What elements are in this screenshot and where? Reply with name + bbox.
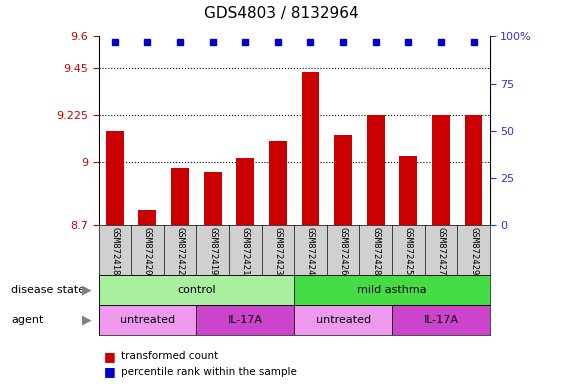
Text: untreated: untreated (315, 315, 370, 325)
Text: ■: ■ (104, 365, 116, 378)
Text: ▶: ▶ (82, 314, 92, 327)
Bar (138, 210, 157, 225)
Text: GSM872423: GSM872423 (274, 227, 283, 275)
Bar (99, 305, 196, 335)
Bar (99, 275, 294, 305)
Text: mild asthma: mild asthma (357, 285, 427, 295)
Text: GSM872418: GSM872418 (110, 227, 119, 275)
Bar (236, 158, 254, 225)
Bar (294, 275, 490, 305)
Text: GSM872426: GSM872426 (338, 227, 347, 275)
Text: GSM872429: GSM872429 (469, 227, 478, 275)
Text: GDS4803 / 8132964: GDS4803 / 8132964 (204, 6, 359, 21)
Text: untreated: untreated (120, 315, 175, 325)
Bar (204, 172, 222, 225)
Bar (294, 305, 392, 335)
Text: IL-17A: IL-17A (228, 315, 263, 325)
Text: GSM872422: GSM872422 (176, 227, 185, 275)
Text: GSM872428: GSM872428 (371, 227, 380, 275)
Bar (106, 131, 124, 225)
Bar (171, 168, 189, 225)
Bar (302, 72, 319, 225)
Text: GSM872419: GSM872419 (208, 227, 217, 275)
Text: agent: agent (11, 315, 44, 325)
Text: GSM872420: GSM872420 (143, 227, 152, 275)
Text: GSM872421: GSM872421 (241, 227, 250, 275)
Text: GSM872427: GSM872427 (436, 227, 445, 275)
Bar (367, 115, 385, 225)
Text: disease state: disease state (11, 285, 86, 295)
Bar (196, 305, 294, 335)
Text: transformed count: transformed count (121, 351, 218, 361)
Text: control: control (177, 285, 216, 295)
Bar (432, 115, 450, 225)
Bar (464, 115, 482, 225)
Bar (399, 156, 417, 225)
Text: percentile rank within the sample: percentile rank within the sample (121, 367, 297, 377)
Bar (334, 135, 352, 225)
Text: GSM872425: GSM872425 (404, 227, 413, 275)
Text: GSM872424: GSM872424 (306, 227, 315, 275)
Bar (392, 305, 490, 335)
Bar (269, 141, 287, 225)
Text: IL-17A: IL-17A (423, 315, 458, 325)
Text: ■: ■ (104, 350, 116, 363)
Text: ▶: ▶ (82, 284, 92, 297)
